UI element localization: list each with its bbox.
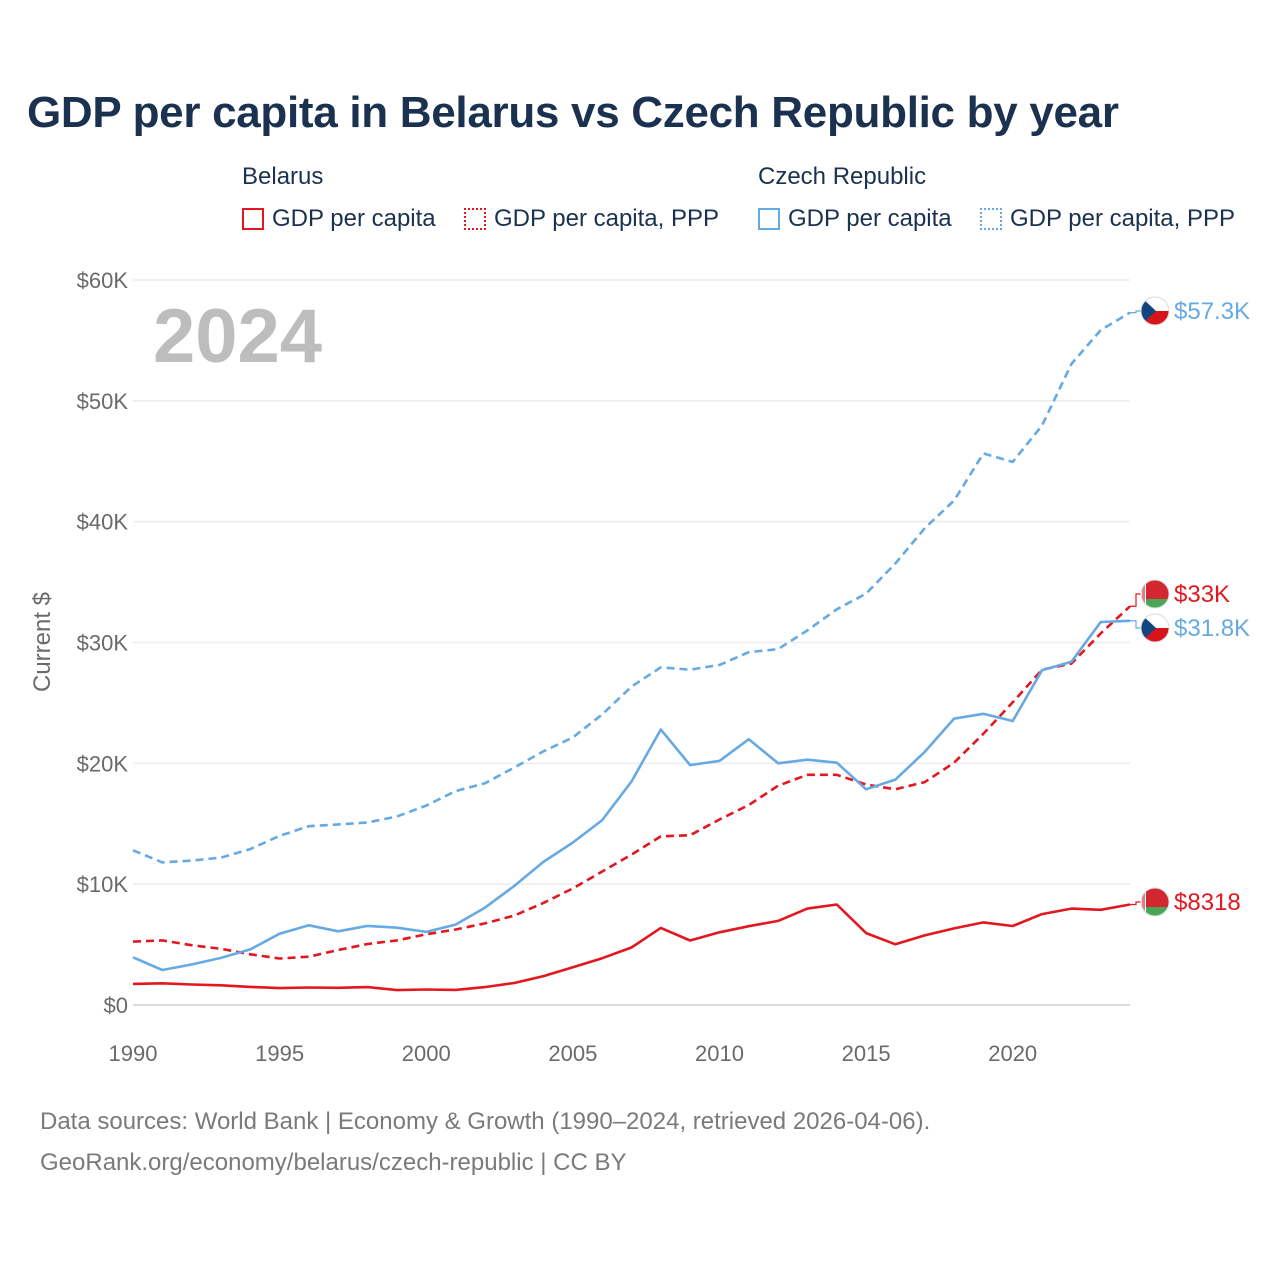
end-connector [1130, 593, 1141, 607]
x-tick-label: 2000 [402, 1041, 451, 1066]
legend-czech-name: Czech Republic [758, 163, 927, 190]
legend-swatch-czech-ppp [980, 208, 1002, 230]
czech-flag-icon [1140, 296, 1170, 326]
y-tick-label: $30K [77, 631, 129, 656]
grid-lines [133, 279, 1130, 1006]
legend-label-czech-ppp: GDP per capita, PPP [1010, 205, 1235, 232]
series-line-belarus-dashed[interactable] [132, 605, 1131, 960]
legend-label-belarus-ppp: GDP per capita, PPP [494, 205, 719, 232]
legend-label-belarus-gdp: GDP per capita [272, 205, 436, 232]
legend-swatch-belarus-ppp [464, 208, 486, 230]
chart-title: GDP per capita in Belarus vs Czech Repub… [27, 88, 1119, 137]
belarus-flag-icon [1140, 887, 1170, 917]
series-line-czech-solid[interactable] [132, 619, 1131, 972]
y-tick-label: $50K [77, 389, 129, 414]
czech-flag-icon [1140, 613, 1170, 643]
x-tick-label: 1990 [109, 1041, 158, 1066]
series-lines [132, 311, 1131, 992]
line-chart: $0 $10K $20K $30K $40K $50K $60K 1990 1995 2000 2… [29, 268, 1250, 1066]
footer-sources: Data sources: World Bank | Economy & Gro… [40, 1108, 931, 1135]
end-value-label: $33K [1174, 581, 1230, 608]
x-axis-ticks: 1990 1995 2000 2005 2010 2015 2020 [109, 1041, 1038, 1066]
end-value-label: $8318 [1174, 889, 1241, 916]
legend-belarus-ppp[interactable]: GDP per capita, PPP [464, 205, 719, 233]
y-tick-label: $40K [77, 510, 129, 535]
x-tick-label: 2005 [548, 1041, 597, 1066]
y-tick-label: $60K [77, 268, 129, 293]
legend-belarus-name: Belarus [242, 163, 324, 190]
legend-czech: Czech Republic GDP per capita GDP per ca… [758, 163, 1258, 243]
legend-czech-gdp[interactable]: GDP per capita [758, 205, 952, 233]
x-tick-label: 2010 [695, 1041, 744, 1066]
belarus-flag-icon [1140, 579, 1170, 609]
legend-label-czech-gdp: GDP per capita [788, 205, 952, 232]
y-tick-label: $0 [104, 993, 128, 1018]
y-tick-label: $20K [77, 751, 129, 776]
legend-belarus-gdp[interactable]: GDP per capita [242, 205, 436, 233]
legend-swatch-czech-gdp [758, 208, 780, 230]
end-connector [1130, 901, 1141, 906]
x-tick-label: 2020 [988, 1041, 1037, 1066]
legend-swatch-belarus-gdp [242, 208, 264, 230]
series-line-czech-dashed[interactable] [132, 311, 1131, 864]
footer-attribution[interactable]: GeoRank.org/economy/belarus/czech-republ… [40, 1149, 627, 1176]
y-tick-label: $10K [77, 872, 129, 897]
y-axis-label: Current $ [29, 592, 56, 692]
end-labels: $8318 $33K $31.8K $57.3K [1130, 296, 1250, 917]
x-tick-label: 2015 [842, 1041, 891, 1066]
legend-czech-ppp[interactable]: GDP per capita, PPP [980, 205, 1235, 233]
end-connector [1130, 310, 1141, 314]
x-tick-label: 1995 [255, 1041, 304, 1066]
legend-belarus: Belarus GDP per capita GDP per capita, P… [242, 163, 742, 243]
end-value-label: $31.8K [1174, 615, 1250, 642]
y-axis-ticks: $0 $10K $20K $30K $40K $50K $60K [77, 268, 129, 1018]
year-watermark: 2024 [153, 294, 322, 379]
series-line-belarus-solid[interactable] [132, 903, 1131, 992]
end-connector [1130, 620, 1141, 629]
end-value-label: $57.3K [1174, 298, 1250, 325]
